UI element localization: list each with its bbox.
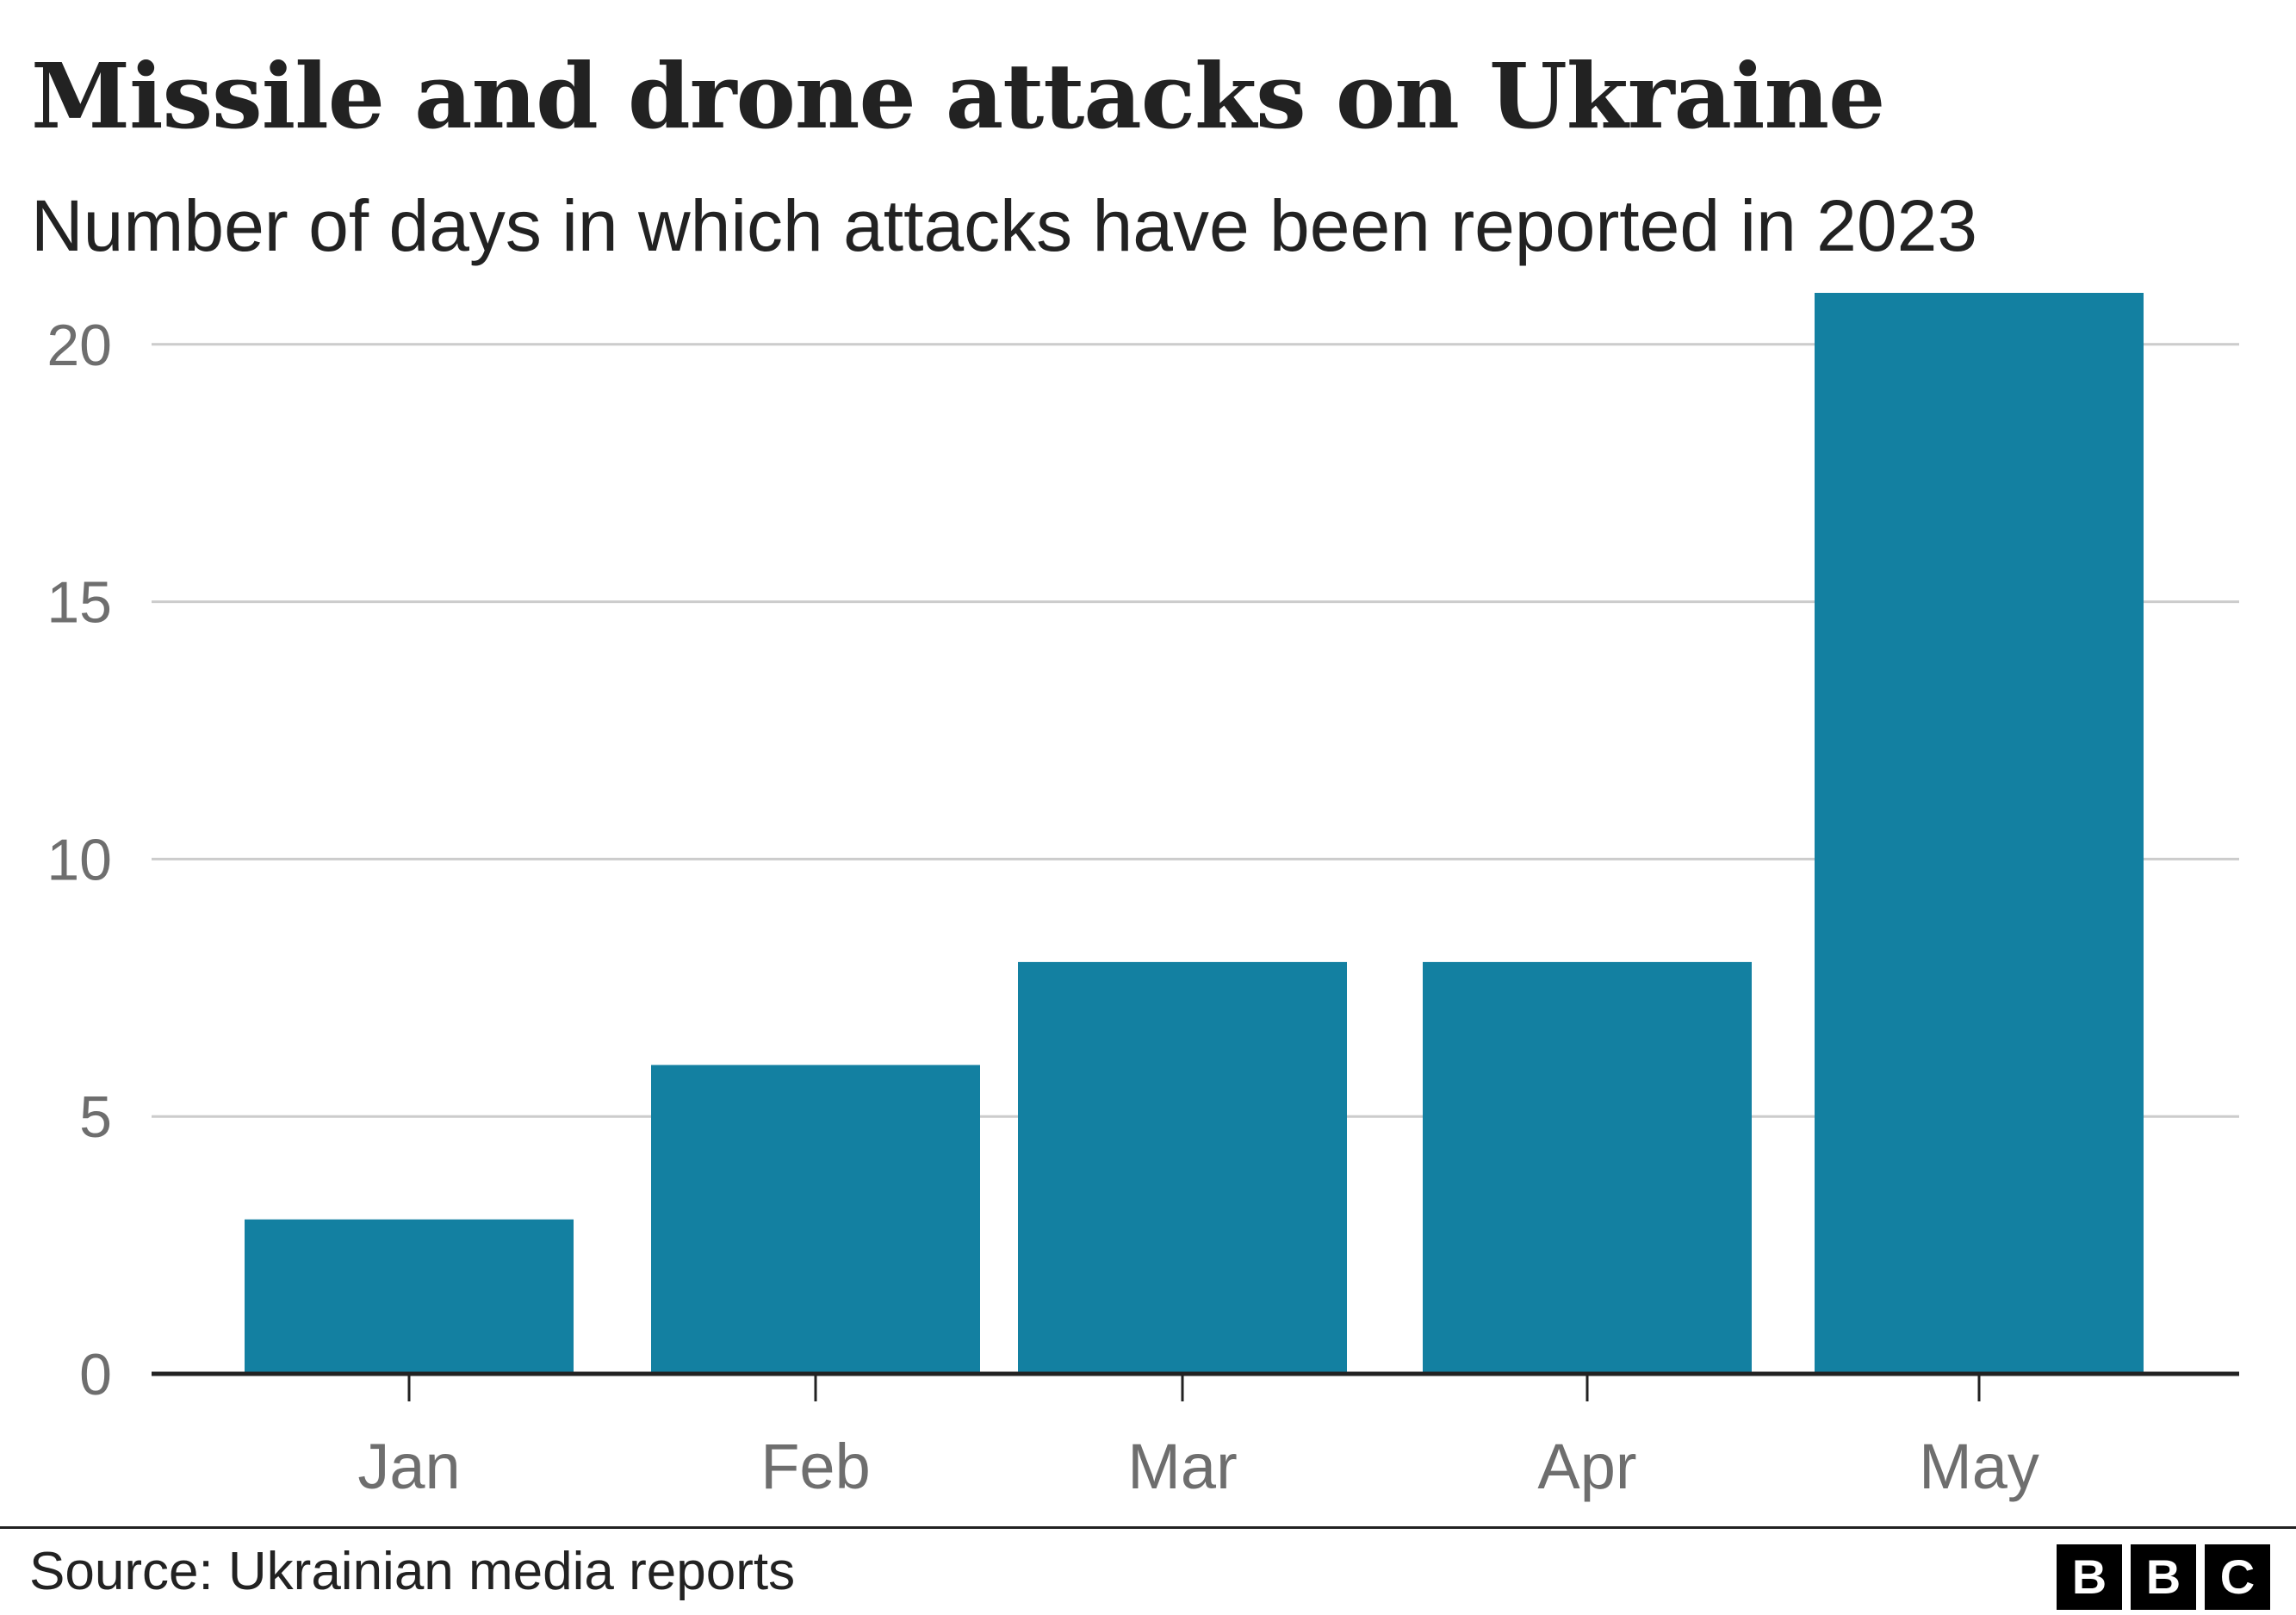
chart-subtitle: Number of days in which attacks have bee… [31, 185, 1978, 266]
bbc-logo-b1: B [2057, 1544, 2122, 1610]
chart-title: Missile and drone attacks on Ukraine [31, 43, 1885, 149]
x-tick-labels: Jan Feb Mar Apr May [357, 1431, 2039, 1502]
y-tick-label: 10 [47, 827, 112, 892]
bar-feb [651, 1065, 980, 1374]
x-tick-label: Feb [760, 1431, 871, 1502]
bar-may [1815, 293, 2144, 1374]
bars [245, 293, 2144, 1374]
x-tick-label: May [1919, 1431, 2039, 1502]
bbc-logo: B B C [2057, 1544, 2270, 1610]
x-tick-label: Apr [1537, 1431, 1636, 1502]
bbc-logo-c: C [2205, 1544, 2270, 1610]
bbc-logo-b2: B [2131, 1544, 2196, 1610]
x-axis [152, 1371, 2239, 1401]
y-tick-labels: 0 5 10 15 20 [47, 313, 112, 1407]
x-tick-label: Jan [357, 1431, 460, 1502]
bar-mar [1018, 961, 1347, 1374]
y-tick-label: 0 [79, 1342, 112, 1407]
footer-divider [0, 1526, 2296, 1529]
bar-jan [245, 1219, 574, 1374]
bar-apr [1423, 961, 1752, 1374]
y-tick-label: 20 [47, 313, 112, 378]
y-tick-label: 15 [47, 570, 112, 636]
source-note: Source: Ukrainian media reports [29, 1542, 796, 1601]
y-tick-label: 5 [79, 1084, 112, 1150]
x-tick-label: Mar [1127, 1431, 1237, 1502]
